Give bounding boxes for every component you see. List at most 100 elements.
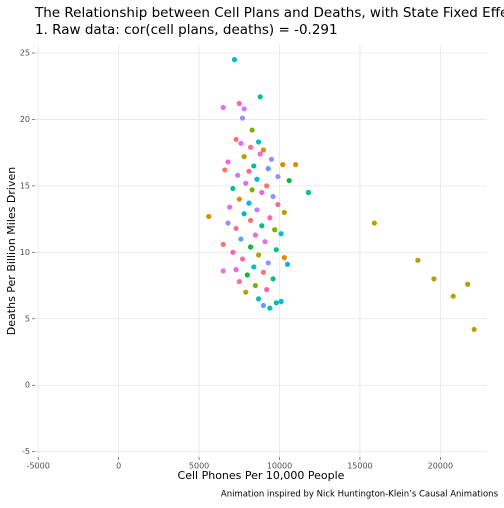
point: [264, 183, 270, 189]
point: [247, 244, 254, 250]
point: [239, 115, 246, 121]
point: [284, 261, 291, 267]
y-tick-label: 15: [20, 181, 30, 190]
point: [255, 139, 262, 145]
x-tick-label: 20000: [428, 462, 453, 471]
x-tick-label: 15000: [347, 462, 372, 471]
point: [247, 144, 254, 150]
point: [222, 167, 228, 173]
point: [206, 213, 212, 220]
plot-panel: [35, 45, 487, 457]
point: [241, 211, 247, 217]
point: [249, 187, 255, 193]
point: [252, 232, 258, 238]
y-tick-label: 25: [20, 48, 30, 57]
point: [280, 162, 286, 168]
point: [273, 247, 279, 253]
point: [244, 272, 250, 278]
point: [267, 305, 273, 311]
point: [270, 193, 276, 200]
point: [227, 204, 233, 210]
point: [246, 168, 252, 174]
point: [239, 256, 246, 262]
point: [272, 227, 278, 233]
point: [252, 282, 258, 289]
point: [255, 252, 262, 258]
point: [220, 268, 226, 274]
point: [257, 94, 263, 100]
point: [230, 185, 236, 192]
point: [278, 298, 284, 305]
point: [233, 267, 239, 273]
x-tick-label: -5000: [27, 462, 50, 471]
y-tick-label: 10: [20, 248, 30, 257]
x-tick-label: 0: [116, 462, 121, 471]
point: [241, 154, 247, 160]
point: [251, 264, 257, 270]
point: [371, 220, 378, 226]
point: [259, 223, 265, 229]
point: [281, 209, 287, 216]
point: [450, 293, 456, 299]
point: [236, 100, 242, 107]
chart-subtitle: 1. Raw data: cor(cell plans, deaths) = -…: [35, 22, 338, 38]
caption: Animation inspired by Nick Huntington-Kl…: [221, 490, 499, 500]
y-axis-label: Deaths Per Billion Miles Driven: [5, 167, 18, 335]
point: [233, 136, 239, 142]
point: [260, 147, 267, 153]
point: [254, 176, 260, 182]
point: [471, 326, 477, 333]
point: [236, 278, 242, 285]
point: [415, 257, 421, 263]
point: [255, 296, 262, 302]
y-tick-label: 0: [25, 381, 30, 390]
point: [243, 289, 249, 295]
point: [246, 200, 252, 206]
point: [257, 151, 263, 157]
point: [220, 241, 226, 247]
point: [259, 189, 265, 196]
point: [230, 249, 236, 255]
point: [286, 177, 292, 184]
point: [268, 156, 275, 162]
point: [249, 127, 255, 133]
point: [273, 300, 279, 306]
point: [220, 104, 226, 111]
point: [235, 172, 241, 178]
x-tick-label: 5000: [189, 462, 209, 471]
point: [264, 286, 270, 293]
point: [225, 220, 231, 226]
point: [292, 162, 299, 168]
point: [251, 163, 257, 169]
point: [260, 269, 267, 275]
point: [243, 180, 249, 186]
chart-title: The Relationship between Cell Plans and …: [34, 5, 504, 21]
point: [247, 217, 254, 224]
point: [278, 231, 284, 237]
point: [254, 207, 260, 213]
point: [225, 159, 231, 165]
point: [241, 106, 247, 112]
point: [236, 196, 242, 202]
point: [265, 260, 271, 266]
y-tick-label: 5: [25, 314, 30, 323]
point: [262, 239, 268, 245]
point: [267, 215, 273, 221]
point: [281, 255, 287, 261]
y-tick-label: -5: [22, 447, 30, 456]
point: [305, 189, 312, 196]
point: [275, 201, 281, 208]
x-tick-label: 10000: [267, 462, 292, 471]
point: [431, 276, 437, 282]
y-tick-label: 20: [20, 115, 30, 124]
point: [231, 57, 238, 63]
point: [275, 173, 281, 180]
point: [238, 236, 244, 242]
point: [270, 276, 276, 282]
x-axis-label: Cell Phones Per 10,000 People: [178, 469, 345, 482]
point: [465, 281, 471, 287]
point: [260, 302, 267, 309]
point: [233, 225, 239, 232]
point: [265, 166, 271, 172]
